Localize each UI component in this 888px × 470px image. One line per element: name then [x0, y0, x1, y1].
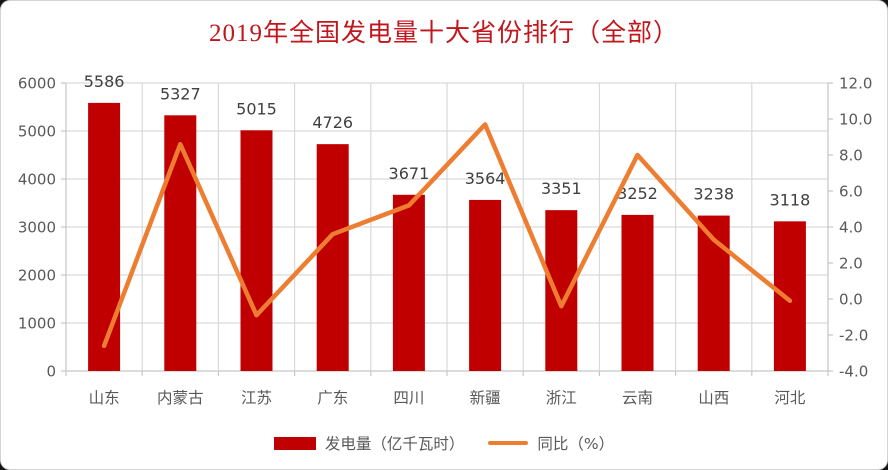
bar-5	[392, 194, 425, 371]
right-axis-label-12.0: 12.0	[839, 75, 872, 93]
x-label-1: 山东	[89, 389, 120, 407]
bar-label-1: 5586	[84, 72, 125, 91]
bar-label-7: 3351	[541, 179, 582, 198]
left-axis-label-3000: 3000	[18, 219, 56, 237]
bar-label-6: 3564	[465, 169, 506, 188]
right-axis-label-4.0: 4.0	[839, 219, 863, 237]
bar-label-9: 3238	[693, 185, 734, 204]
bar-7	[545, 210, 578, 371]
bar-label-10: 3118	[770, 190, 811, 209]
legend-item-yoy: 同比（%）	[488, 432, 614, 454]
chart-title: 2019年全国发电量十大省份排行（全部）	[208, 20, 679, 47]
bar-swatch-icon	[273, 436, 316, 450]
yoy-line	[101, 122, 793, 349]
legend-label-yoy: 同比（%）	[537, 435, 615, 453]
bar-label-4: 4726	[312, 113, 353, 132]
x-label-2: 内蒙古	[157, 389, 204, 407]
right-axis-label-10.0: 10.0	[839, 111, 872, 129]
x-label-10: 河北	[774, 389, 806, 407]
x-label-6: 新疆	[470, 389, 501, 407]
bar-2	[164, 115, 197, 371]
bar-6	[469, 199, 502, 371]
right-axis-label-0.0: 0.0	[839, 291, 863, 309]
line-swatch-icon	[488, 440, 529, 446]
left-axis-label-0: 0	[46, 363, 56, 381]
bar-label-8: 3252	[617, 184, 658, 203]
bar-3	[240, 130, 273, 371]
x-label-7: 浙江	[546, 389, 577, 407]
right-axis-label-6.0: 6.0	[839, 183, 863, 201]
x-label-9: 山西	[698, 389, 729, 407]
left-axis-label-1000: 1000	[18, 315, 56, 333]
right-axis-label--4.0: -4.0	[839, 363, 868, 381]
bar-label-5: 3671	[389, 164, 430, 183]
chart-legend: 发电量（亿千瓦时） 同比（%）	[1, 429, 887, 457]
left-axis-label-6000: 6000	[18, 75, 56, 93]
bar-label-2: 5327	[160, 84, 201, 103]
bar-10	[773, 221, 806, 371]
left-axis-label-4000: 4000	[18, 171, 56, 189]
right-axis-label-8.0: 8.0	[839, 147, 863, 165]
left-axis-label-2000: 2000	[18, 267, 56, 285]
x-label-5: 四川	[393, 389, 424, 407]
legend-item-generation: 发电量（亿千瓦时）	[273, 432, 465, 454]
right-axis-label-2.0: 2.0	[839, 255, 863, 273]
x-label-4: 广东	[317, 389, 348, 407]
x-label-3: 江苏	[241, 389, 272, 407]
bar-8	[621, 214, 654, 371]
right-axis-label--2.0: -2.0	[839, 327, 868, 345]
x-label-8: 云南	[622, 389, 653, 407]
left-axis-label-5000: 5000	[18, 123, 56, 141]
legend-label-generation: 发电量（亿千瓦时）	[324, 435, 465, 453]
bar-1	[88, 102, 121, 371]
bar-label-3: 5015	[236, 99, 277, 118]
bar-4	[316, 144, 349, 371]
